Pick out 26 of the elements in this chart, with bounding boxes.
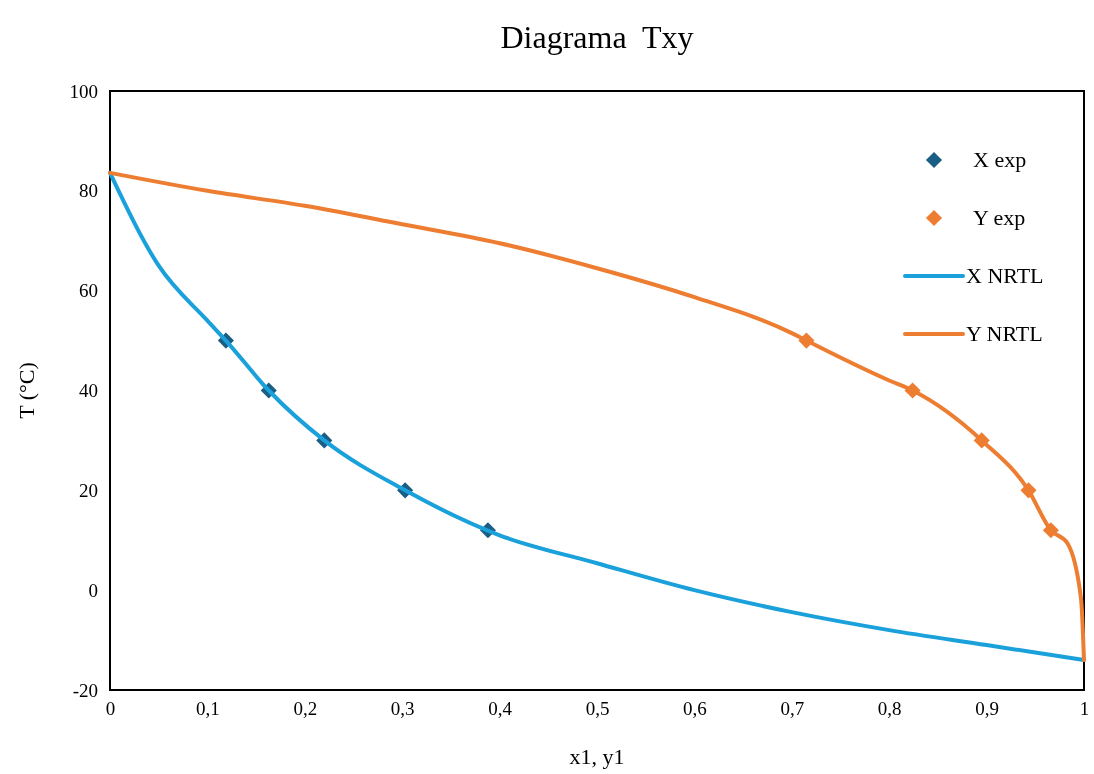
chart-title: Diagrama Txy (500, 19, 694, 55)
y-tick-label: 0 (88, 579, 98, 601)
x-tick-label: 0,3 (390, 698, 415, 720)
legend-label: Y exp (973, 205, 1026, 230)
x-tick-label: 0,5 (585, 698, 610, 720)
legend-label: X NRTL (966, 263, 1044, 288)
x-axis-title: x1, y1 (569, 744, 625, 769)
y-tick-label: 80 (79, 180, 98, 202)
x-tick-label: 0,1 (196, 698, 220, 720)
x-tick-label: 0,8 (877, 698, 902, 720)
x-tick-label: 0,7 (780, 698, 805, 720)
x-tick-label: 0,2 (293, 698, 318, 720)
legend-label: X exp (973, 147, 1027, 172)
y-tick-label: 20 (79, 479, 98, 501)
x-tick-label: 1 (1079, 698, 1090, 720)
y-tick-label: 100 (69, 80, 98, 102)
y-tick-label: 60 (79, 280, 98, 302)
y-tick-label: -20 (72, 679, 98, 701)
x-tick-label: 0,6 (683, 698, 707, 720)
legend-label: Y NRTL (966, 321, 1043, 346)
y-tick-label: 40 (79, 380, 98, 402)
line-series (108, 170, 1086, 663)
x-tick-label: 0,9 (975, 698, 999, 720)
x-tick-label: 0,4 (488, 698, 513, 720)
x-tick-label: 0 (105, 698, 116, 720)
y-axis-title: T (°C) (14, 362, 39, 419)
